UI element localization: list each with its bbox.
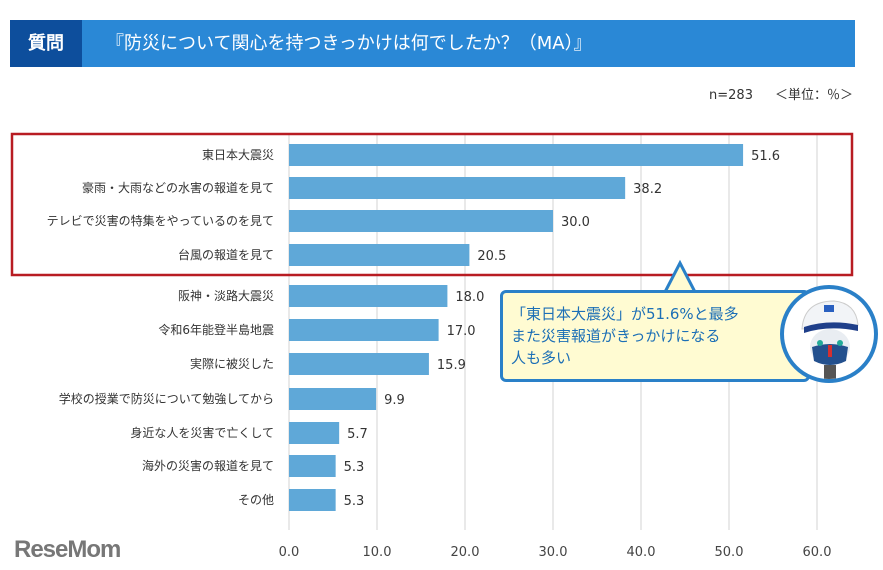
value-label: 51.6 [751, 149, 780, 164]
value-label: 18.0 [455, 290, 484, 305]
bar [289, 319, 439, 341]
resemom-logo: ReseMom [14, 536, 121, 563]
bar [289, 285, 448, 307]
bar [289, 177, 626, 199]
bar [289, 455, 336, 477]
category-label: 台風の報道を見て [178, 247, 274, 262]
category-label: 豪雨・大雨などの水害の報道を見て [82, 180, 274, 195]
mascot-avatar [780, 285, 878, 383]
question-header: 質問 『防災について関心を持つきっかけは何でしたか？（MA）』 [10, 20, 855, 67]
bar [289, 422, 340, 444]
callout-line: 「東日本大震災」が51.6%と最多 [511, 305, 739, 323]
x-tick-label: 0.0 [279, 545, 300, 560]
x-tick-label: 60.0 [803, 545, 832, 560]
category-label: 東日本大震災 [202, 148, 274, 162]
callout-pointer [663, 259, 697, 293]
bar [289, 388, 377, 410]
value-label: 5.7 [347, 427, 368, 442]
category-label: 身近な人を災害で亡くして [130, 425, 274, 440]
value-label: 5.3 [344, 460, 365, 475]
highlight-box [10, 132, 854, 277]
value-label: 20.5 [477, 249, 506, 264]
category-label: 令和6年能登半島地震 [158, 322, 274, 337]
value-label: 17.0 [447, 324, 476, 339]
bar [289, 489, 336, 511]
x-tick-label: 50.0 [715, 545, 744, 560]
question-text: 『防災について関心を持つきっかけは何でしたか？（MA）』 [106, 33, 592, 54]
x-tick-label: 20.0 [451, 545, 480, 560]
callout-line: 人も多い [511, 349, 572, 367]
category-label: その他 [238, 493, 274, 507]
bar [289, 144, 744, 166]
x-tick-label: 10.0 [363, 545, 392, 560]
bar [289, 353, 429, 375]
category-label: 学校の授業で防災について勉強してから [59, 391, 274, 406]
value-label: 5.3 [344, 494, 365, 509]
value-label: 15.9 [437, 358, 466, 373]
bar [289, 244, 470, 266]
value-label: 9.9 [384, 393, 405, 408]
category-label: テレビで災害の特集をやっているのを見て [47, 213, 274, 228]
x-tick-label: 30.0 [539, 545, 568, 560]
bar [289, 210, 553, 232]
value-label: 38.2 [633, 182, 662, 197]
category-label: 海外の災害の報道を見て [142, 458, 274, 473]
unit-label: ＜単位：％＞ [774, 88, 853, 103]
question-label: 質問 [10, 20, 82, 67]
meta: n=283 ＜単位：％＞ [687, 84, 853, 103]
x-tick-label: 40.0 [627, 545, 656, 560]
sample-size: n=283 [709, 88, 753, 103]
category-label: 実際に被災した [190, 356, 274, 371]
callout: 「東日本大震災」が51.6%と最多 また災害報道がきっかけになる 人も多い [500, 290, 810, 382]
category-label: 阪神・淡路大震災 [178, 288, 274, 303]
value-label: 30.0 [561, 215, 590, 230]
callout-line: また災害報道がきっかけになる [511, 327, 721, 345]
